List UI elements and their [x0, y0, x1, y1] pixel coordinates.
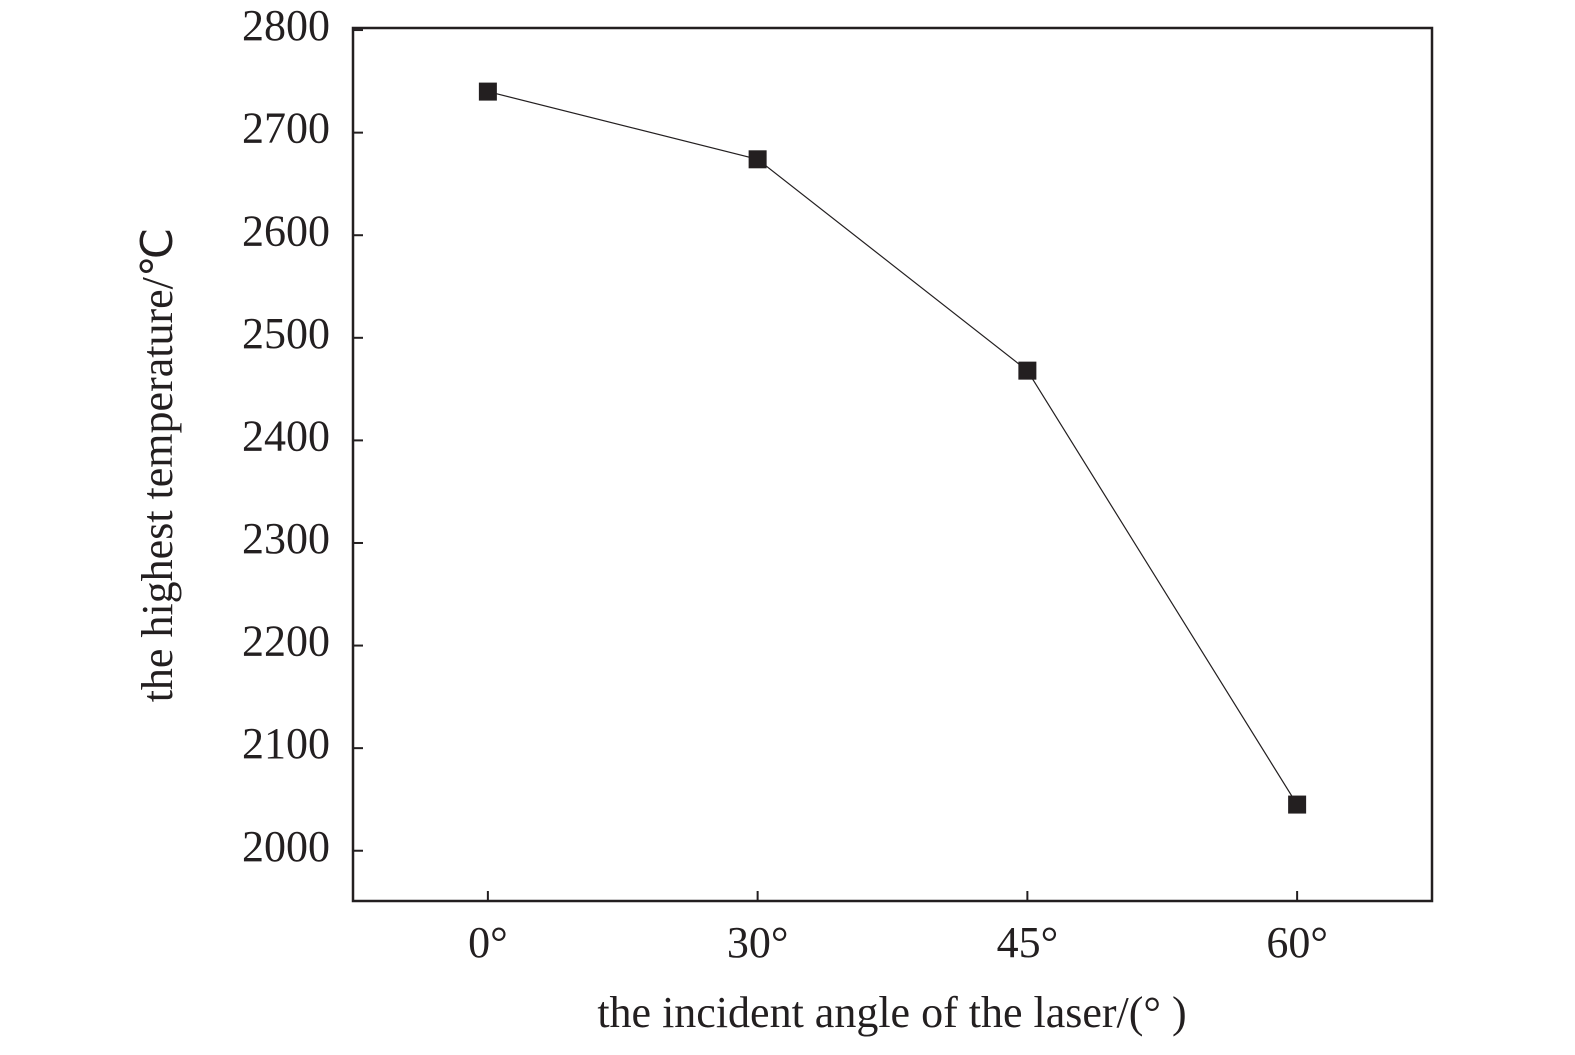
y-axis-label: the highest temperature/℃	[133, 228, 182, 703]
series-line	[487, 91, 1298, 805]
y-tick-label: 2100	[242, 719, 330, 768]
y-tick-label: 2700	[242, 104, 330, 153]
point-marker	[478, 82, 497, 101]
point-marker	[1018, 361, 1037, 380]
y-tick-label: 2400	[242, 411, 330, 460]
point-marker	[1288, 795, 1307, 814]
x-tick-label: 30°	[727, 918, 789, 967]
x-tick-label: 0°	[468, 918, 508, 967]
y-tick-label: 2300	[242, 514, 330, 563]
y-tick-label: 2500	[242, 309, 330, 358]
y-tick-label: 2600	[242, 206, 330, 255]
y-tick-label: 2000	[242, 822, 330, 871]
x-tick-label: 45°	[997, 918, 1059, 967]
y-tick-label: 2200	[242, 617, 330, 666]
y-tick-label: 2800	[242, 1, 330, 50]
x-axis-label: the incident angle of the laser/(° )	[597, 988, 1186, 1037]
point-marker	[748, 150, 767, 169]
x-tick-label: 60°	[1266, 918, 1328, 967]
plot-frame	[351, 26, 1434, 903]
